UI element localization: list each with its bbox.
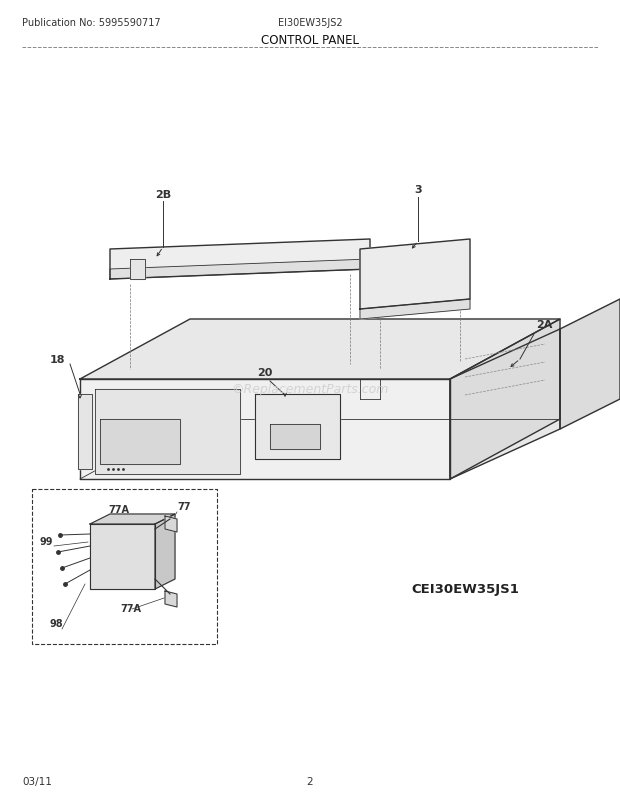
Text: 2: 2 (307, 776, 313, 786)
Polygon shape (90, 514, 175, 525)
Polygon shape (560, 300, 620, 429)
Polygon shape (165, 516, 177, 533)
Polygon shape (110, 260, 370, 280)
Polygon shape (360, 240, 470, 310)
Polygon shape (95, 390, 240, 475)
Text: 2B: 2B (155, 190, 171, 200)
Text: 3: 3 (414, 184, 422, 195)
Text: CEI30EW35JS1: CEI30EW35JS1 (411, 583, 519, 596)
Polygon shape (110, 240, 370, 280)
Polygon shape (450, 320, 560, 480)
Polygon shape (155, 514, 175, 589)
Polygon shape (80, 379, 450, 480)
Polygon shape (78, 395, 92, 469)
Polygon shape (255, 395, 340, 460)
Text: 20: 20 (257, 367, 273, 378)
Polygon shape (90, 525, 155, 589)
Polygon shape (360, 300, 470, 320)
Polygon shape (130, 260, 145, 280)
Polygon shape (100, 419, 180, 464)
Polygon shape (80, 320, 560, 379)
Text: 77: 77 (177, 501, 190, 512)
Text: EI30EW35JS2: EI30EW35JS2 (278, 18, 342, 28)
Text: 03/11: 03/11 (22, 776, 52, 786)
Text: Publication No: 5995590717: Publication No: 5995590717 (22, 18, 161, 28)
Text: 77A: 77A (120, 603, 141, 614)
Text: 98: 98 (50, 618, 64, 628)
Text: 77A: 77A (108, 504, 129, 514)
Text: 2A: 2A (536, 320, 552, 330)
Text: 99: 99 (40, 537, 53, 546)
Text: 18: 18 (50, 354, 66, 365)
Text: ©ReplacementParts.com: ©ReplacementParts.com (231, 383, 389, 396)
Polygon shape (270, 424, 320, 449)
Polygon shape (165, 591, 177, 607)
Polygon shape (450, 330, 560, 480)
Text: CONTROL PANEL: CONTROL PANEL (261, 34, 359, 47)
